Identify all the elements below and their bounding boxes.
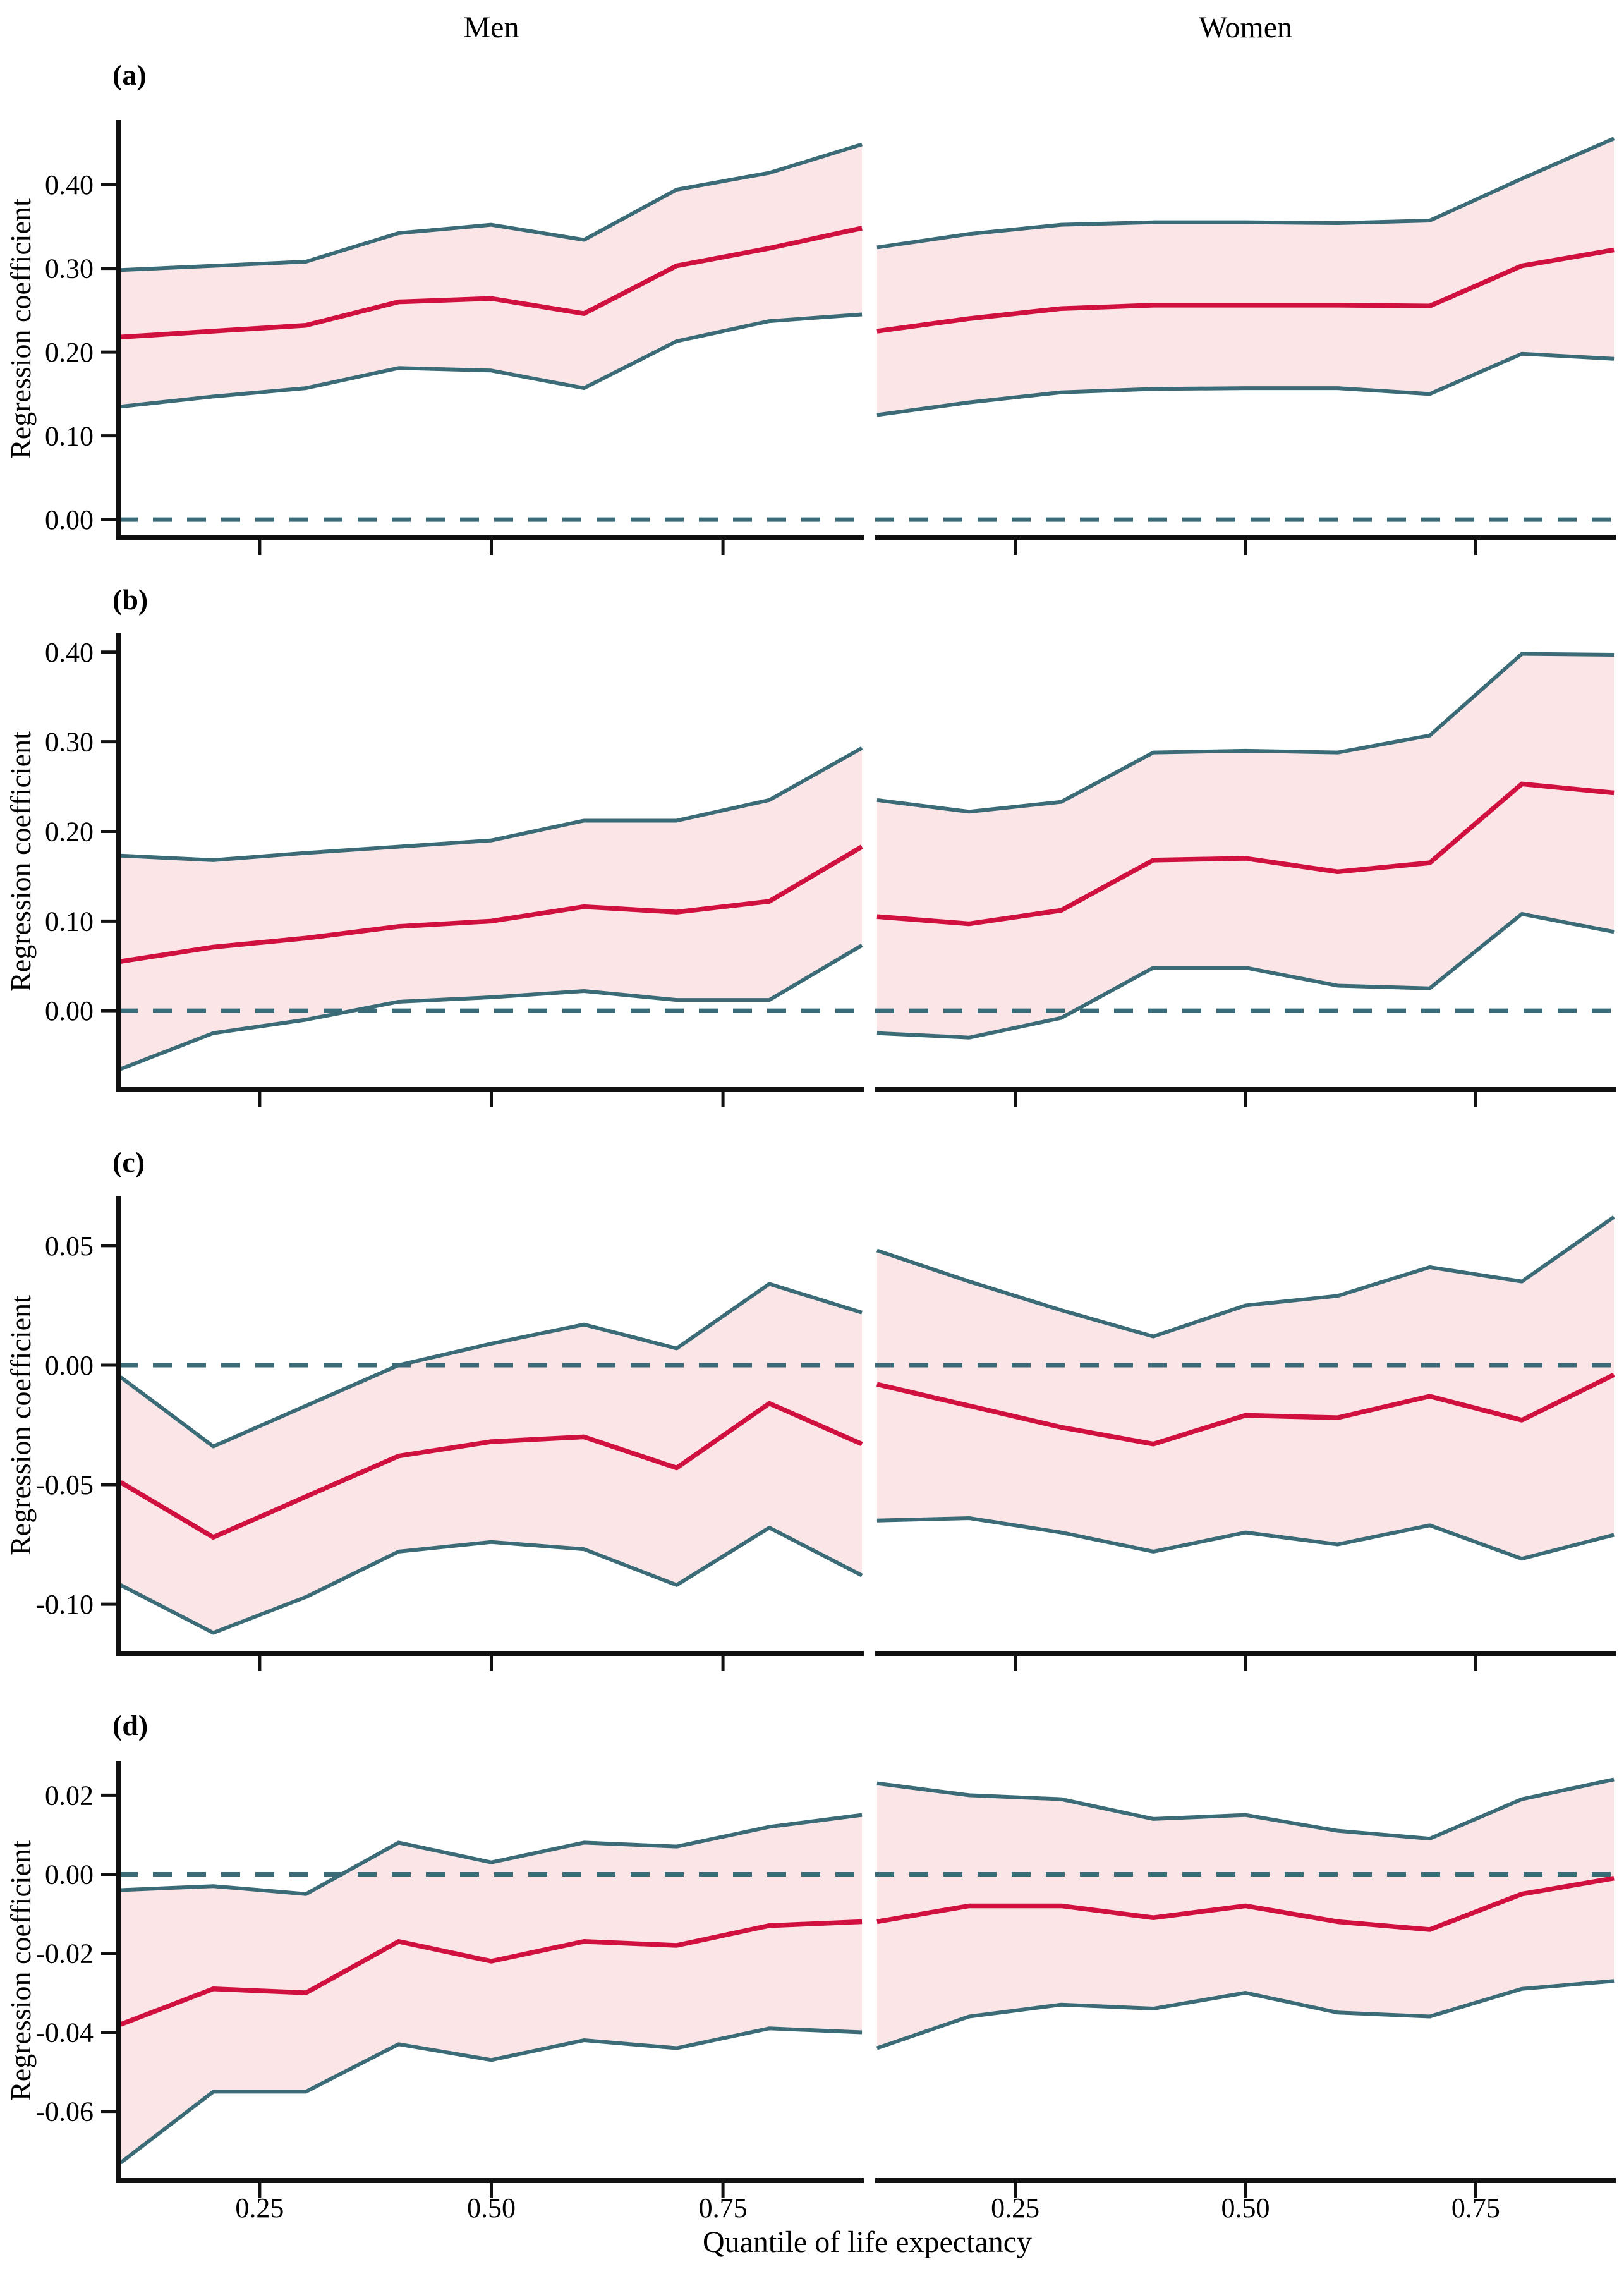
panel-label-d: (d): [112, 1709, 148, 1741]
y-tick-label-(d): -0.04: [35, 2017, 94, 2048]
y-tick-label-(b): 0.10: [45, 906, 94, 937]
coefficient-line-c-men: [119, 1401, 863, 1540]
y-tick-label-(a): 0.20: [45, 337, 94, 368]
coefficient-line-d-men: [119, 1919, 863, 2027]
x-tick-label-d-men: 0.75: [699, 2193, 748, 2223]
y-tick-label-(a): 0.00: [45, 504, 94, 535]
y-tick-label-(b): 0.20: [45, 816, 94, 847]
confidence-band-d-men: [120, 1815, 863, 2163]
confidence-band-d-women: [876, 1779, 1615, 2048]
panel-label-c: (c): [112, 1146, 145, 1178]
x-axis-title: Quantile of life expectancy: [702, 2225, 1033, 2259]
column-title-men: Men: [463, 11, 519, 44]
band-upper-line-b-men: [120, 746, 863, 862]
y-tick-label-(d): -0.02: [35, 1938, 94, 1969]
confidence-band-c-men: [120, 1284, 863, 1633]
x-tick-label-d-women: 0.50: [1221, 2193, 1270, 2223]
coefficient-line-c-women: [876, 1372, 1615, 1447]
y-tick-label-(a): 0.10: [45, 421, 94, 452]
band-upper-line-b-women: [876, 652, 1615, 814]
y-tick-label-(c): 0.00: [45, 1350, 94, 1381]
confidence-band-a-women: [876, 138, 1615, 415]
y-tick-label-(b): 0.40: [45, 637, 94, 668]
y-axis-title-c: Regression coefficient: [4, 1295, 37, 1555]
panel-label-a: (a): [112, 59, 147, 91]
x-tick-label-d-women: 0.25: [991, 2193, 1039, 2223]
band-upper-line-d-women: [876, 1777, 1615, 1841]
band-lower-line-d-women: [876, 1979, 1615, 2050]
coefficient-line-d-women: [876, 1875, 1615, 1932]
y-tick-label-(d): -0.06: [35, 2096, 94, 2127]
x-tick-label-d-men: 0.50: [467, 2193, 516, 2223]
y-tick-label-(c): 0.05: [45, 1231, 94, 1262]
confidence-band-b-women: [876, 654, 1615, 1038]
band-lower-line-a-men: [120, 312, 863, 409]
band-lower-line-c-women: [876, 1516, 1615, 1561]
y-tick-label-(a): 0.40: [45, 169, 94, 200]
band-upper-line-a-men: [120, 142, 863, 272]
coefficient-line-b-women: [876, 781, 1615, 927]
coefficient-line-a-men: [120, 226, 863, 339]
confidence-band-b-men: [120, 748, 863, 1069]
coefficient-line-a-women: [876, 247, 1615, 334]
coefficient-line-b-men: [120, 844, 863, 964]
band-lower-line-b-women: [876, 911, 1615, 1040]
y-tick-label-(d): 0.00: [45, 1859, 94, 1890]
band-lower-line-c-men: [119, 1526, 863, 1635]
confidence-band-c-women: [876, 1217, 1615, 1559]
y-axis-title-d: Regression coefficient: [4, 1840, 37, 2101]
y-tick-label-(c): -0.05: [35, 1469, 94, 1500]
y-tick-label-(b): 0.00: [45, 995, 94, 1026]
panel-label-b: (b): [112, 583, 148, 616]
band-upper-line-a-women: [876, 137, 1615, 250]
y-tick-label-(c): -0.10: [35, 1589, 94, 1620]
x-tick-label-d-men: 0.25: [235, 2193, 284, 2223]
band-lower-line-a-women: [876, 351, 1615, 417]
band-upper-line-c-women: [876, 1215, 1615, 1339]
band-lower-line-d-men: [119, 2026, 863, 2165]
y-axis-title-a: Regression coefficient: [4, 198, 37, 459]
band-upper-line-d-men: [120, 1813, 863, 1896]
y-axis-title-b: Regression coefficient: [4, 731, 37, 992]
y-tick-label-(a): 0.30: [45, 253, 94, 284]
column-title-women: Women: [1198, 11, 1293, 44]
band-lower-line-b-men: [119, 944, 863, 1071]
x-tick-label-d-women: 0.75: [1451, 2193, 1500, 2223]
band-upper-line-c-men: [119, 1282, 863, 1449]
y-tick-label-(d): 0.02: [45, 1780, 94, 1811]
y-tick-label-(b): 0.30: [45, 727, 94, 758]
confidence-band-a-men: [120, 144, 863, 407]
